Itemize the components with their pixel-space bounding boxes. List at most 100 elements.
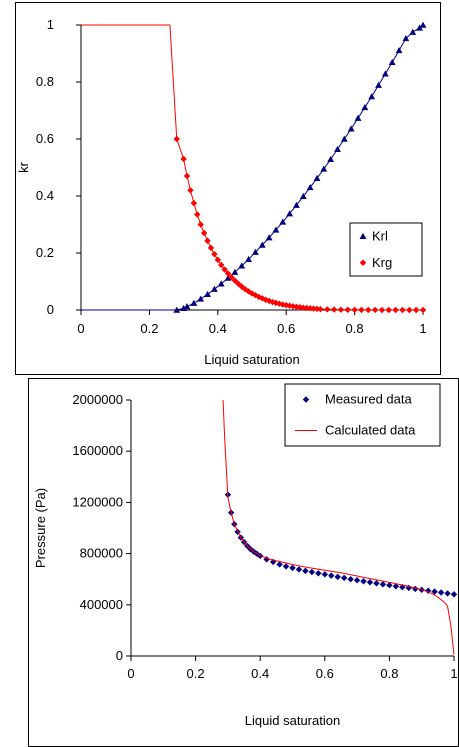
chart0-y-tick-label: 0.4 [36, 188, 54, 203]
data-point [360, 578, 367, 585]
data-point [272, 226, 280, 233]
legend-box [284, 383, 441, 447]
chart0-series-line-2 [81, 24, 178, 140]
data-point [265, 234, 273, 241]
chart0-x-axis-title: Liquid saturation [204, 352, 299, 367]
data-point [334, 145, 341, 152]
capillary-pressure-chart-panel: 0 0.2 0.4 0.6 0.8 1 0 400000 800000 1200000 160000… [28, 378, 459, 747]
data-point [419, 21, 427, 28]
data-point [340, 574, 348, 582]
chart0-y-tick-label: 0.2 [36, 245, 54, 260]
data-point [306, 184, 314, 191]
data-point [194, 211, 201, 218]
data-point [183, 303, 191, 310]
data-point [381, 70, 389, 77]
chart1-x-tick-label: 0.4 [251, 666, 269, 681]
data-point [218, 261, 225, 269]
chart1-x-tick-label: 0.8 [380, 666, 398, 681]
data-point [368, 93, 376, 100]
chart0-y-tick-label: 0.8 [36, 74, 54, 89]
data-point [321, 571, 328, 578]
data-point [344, 306, 351, 313]
chart0-y-tick-label: 0.6 [36, 131, 54, 146]
chart0-x-tick-label: 0.8 [346, 321, 364, 336]
chart0-y-tick-label: 1 [47, 17, 54, 32]
data-point [347, 576, 354, 583]
data-point [392, 306, 399, 314]
chart0-legend: Krl Krg [349, 222, 423, 277]
data-point [282, 563, 290, 570]
data-point [183, 172, 191, 180]
data-point [289, 564, 296, 572]
chart1-y-tick-label: 1200000 [72, 494, 123, 509]
data-point [308, 568, 316, 576]
data-point [406, 306, 413, 314]
data-point [378, 306, 386, 314]
chart1-series-measured-data [224, 491, 458, 598]
chart0-x-tick-label: 0 [77, 321, 84, 336]
data-point [295, 566, 303, 573]
data-point [279, 218, 287, 225]
data-point [204, 290, 211, 298]
data-point [340, 135, 348, 142]
data-point [207, 244, 215, 252]
chart1-y-tick-label: 2000000 [72, 392, 123, 407]
chart1-x-tick-label: 1 [450, 666, 457, 681]
data-point [334, 573, 341, 581]
legend-swatch [302, 396, 310, 403]
legend-label: Krg [372, 255, 392, 270]
relative-permeability-chart: 0 0.2 0.4 0.6 0.8 1 0 0.2 0.4 0.6 0.8 1 Liquid satur… [16, 17, 427, 367]
data-point [258, 241, 266, 248]
data-point [210, 285, 218, 292]
chart0-series-krl [173, 21, 427, 313]
data-point [245, 255, 252, 262]
data-point [354, 114, 362, 121]
data-point [302, 567, 309, 575]
data-point [224, 270, 232, 277]
data-point [399, 306, 406, 314]
data-point [317, 305, 324, 313]
chart1-legend: Measured data Calculated data [284, 383, 441, 447]
chart1-y-tick-label: 1600000 [72, 443, 123, 458]
data-point [228, 274, 235, 281]
chart1-x-tick-label: 0 [127, 666, 134, 681]
data-point [197, 295, 205, 302]
data-point [190, 299, 198, 306]
data-point [293, 201, 300, 208]
data-point [190, 199, 198, 207]
data-point [419, 306, 427, 314]
chart0-series-krg [173, 135, 427, 314]
data-point [385, 306, 392, 314]
data-point [238, 262, 246, 269]
data-point [371, 306, 379, 314]
legend-label: Calculated data [325, 423, 416, 438]
chart1-series-calculated-data [222, 399, 455, 655]
data-point [361, 103, 369, 111]
chart0-y-tick-label: 0 [47, 302, 54, 317]
data-point [248, 290, 256, 297]
chart0-y-axis-title: kr [16, 161, 31, 173]
relative-permeability-chart-panel: 0 0.2 0.4 0.6 0.8 1 0 0.2 0.4 0.6 0.8 1 Liquid satur… [15, 2, 441, 375]
data-point [402, 34, 410, 42]
data-point [330, 306, 338, 313]
capillary-pressure-chart: 0 0.2 0.4 0.6 0.8 1 0 400000 800000 1200000 160000… [33, 383, 458, 728]
chart1-y-tick-label: 400000 [80, 597, 123, 612]
legend-label: Krl [372, 228, 388, 243]
chart1-x-tick-label: 0.2 [187, 666, 205, 681]
chart1-y-tick-label: 0 [116, 648, 123, 663]
chart1-x-tick-label: 0.6 [316, 666, 334, 681]
legend-swatch [359, 232, 367, 239]
data-point [173, 135, 180, 143]
data-point [224, 274, 232, 281]
chart0-x-tick-label: 1 [419, 321, 426, 336]
data-point [252, 248, 259, 255]
data-point [324, 306, 331, 313]
data-point [347, 125, 355, 132]
legend-label: Measured data [325, 392, 412, 407]
data-point [217, 280, 225, 287]
data-point [337, 306, 345, 313]
data-point [366, 579, 374, 586]
data-point [259, 295, 266, 302]
data-point [358, 306, 365, 314]
data-point [353, 577, 361, 584]
